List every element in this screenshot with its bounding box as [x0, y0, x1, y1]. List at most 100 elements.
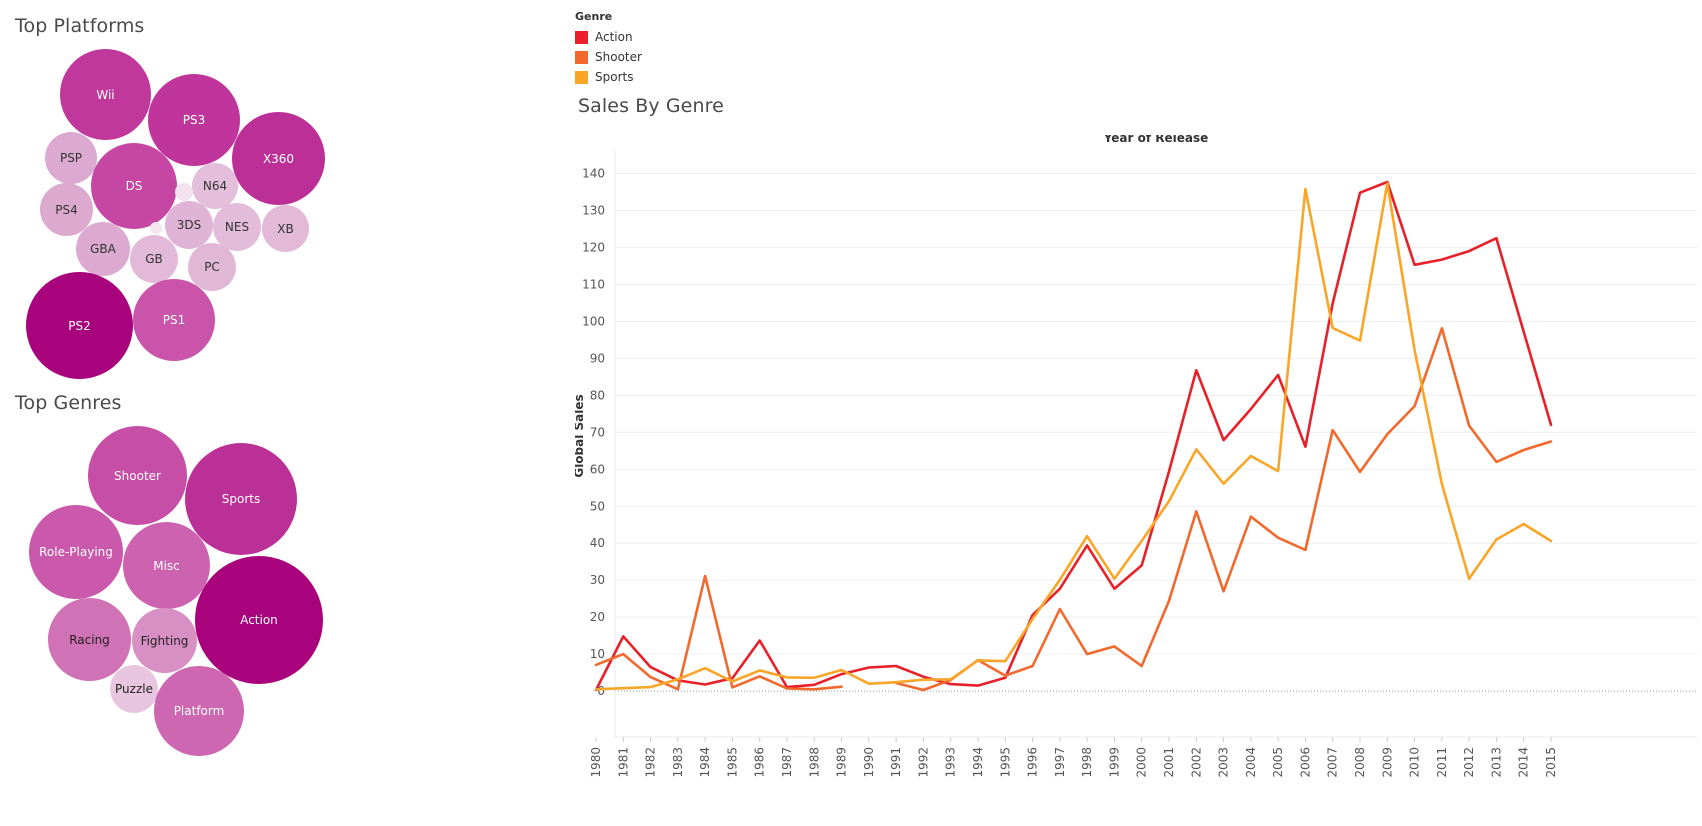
platform-bubble-x360[interactable]: X360 [232, 112, 325, 205]
platforms-bubble-chart: Wii PS3 X360 PSP DS N64 PS4 3DS NES XB G… [0, 0, 360, 390]
platform-bubble-minor [175, 183, 193, 201]
x-tick-label: 1980 [589, 747, 603, 778]
y-tick-label: 90 [590, 351, 605, 365]
y-tick-label: 20 [590, 610, 605, 624]
top-genres-title: Top Genres [15, 392, 122, 414]
chart-title: Sales By Genre [578, 95, 724, 117]
y-tick-label: 70 [590, 425, 605, 439]
y-tick-label: 10 [590, 647, 605, 661]
platform-bubble-3ds[interactable]: 3DS [165, 201, 213, 249]
platform-bubble-ps1[interactable]: PS1 [133, 279, 215, 361]
x-tick-label: 1981 [616, 747, 630, 778]
x-tick-label: 2002 [1189, 747, 1203, 778]
x-tick-label: 1994 [971, 747, 985, 778]
y-tick-label: 130 [582, 203, 605, 217]
platform-bubble-psp[interactable]: PSP [45, 132, 97, 184]
genre-bubble-platform[interactable]: Platform [154, 666, 244, 756]
x-tick-label: 1995 [998, 747, 1012, 778]
x-tick-label: 2008 [1353, 747, 1367, 778]
x-tick-label: 2009 [1380, 747, 1394, 778]
x-tick-label: 2011 [1435, 747, 1449, 778]
platform-bubble-gb[interactable]: GB [130, 235, 178, 283]
series-line-action[interactable] [594, 180, 1553, 692]
genre-bubble-fighting[interactable]: Fighting [132, 608, 197, 673]
x-tick-label: 1991 [889, 747, 903, 778]
legend-label-sports: Sports [595, 70, 634, 84]
x-tick-label: 1986 [753, 747, 767, 778]
legend-label-action: Action [595, 30, 633, 44]
x-tick-label: 2006 [1298, 747, 1312, 778]
platform-bubble-xb[interactable]: XB [262, 205, 309, 252]
x-tick-label: 1987 [780, 747, 794, 778]
x-tick-label: 1989 [835, 747, 849, 778]
series-line-shooter[interactable] [594, 574, 843, 691]
x-tick-label: 1990 [862, 747, 876, 778]
x-tick-label: 1983 [671, 747, 685, 778]
y-tick-label: 140 [582, 166, 605, 180]
platform-bubble-ps4[interactable]: PS4 [40, 183, 93, 236]
legend-item-shooter[interactable]: Shooter [575, 47, 642, 67]
genre-bubble-sports[interactable]: Sports [185, 443, 297, 555]
x-tick-label: 2007 [1326, 747, 1340, 778]
legend-title: Genre [575, 10, 613, 23]
platform-bubble-n64[interactable]: N64 [192, 163, 238, 209]
x-tick-label: 1999 [1107, 747, 1121, 778]
x-tick-label: 2001 [1162, 747, 1176, 778]
x-tick-label: 2000 [1135, 747, 1149, 778]
x-tick-label: 2010 [1408, 747, 1422, 778]
x-tick-label: 1998 [1080, 747, 1094, 778]
x-tick-label: 2004 [1244, 747, 1258, 778]
y-tick-label: 50 [590, 499, 605, 513]
genre-bubble-puzzle[interactable]: Puzzle [110, 665, 158, 713]
y-tick-label: 30 [590, 573, 605, 587]
platform-bubble-pc[interactable]: PC [188, 243, 236, 291]
x-tick-label: 1988 [807, 747, 821, 778]
x-tick-label: 2014 [1517, 747, 1531, 778]
x-tick-label: 2005 [1271, 747, 1285, 778]
genre-bubble-shooter[interactable]: Shooter [88, 426, 187, 525]
legend-swatch-sports [575, 70, 588, 84]
y-tick-label: 100 [582, 314, 605, 328]
x-tick-label: 2013 [1489, 747, 1503, 778]
x-tick-label: 1985 [725, 747, 739, 778]
genre-bubble-role-playing[interactable]: Role-Playing [29, 505, 123, 599]
genre-legend: Genre Action Shooter Sports [575, 10, 642, 87]
y-tick-label: 60 [590, 462, 605, 476]
x-tick-label: 2012 [1462, 747, 1476, 778]
platform-bubble-ps2[interactable]: PS2 [26, 272, 133, 379]
genre-bubble-misc[interactable]: Misc [123, 522, 210, 609]
legend-swatch-shooter [575, 50, 588, 64]
platform-bubble-minor [150, 222, 162, 234]
legend-item-sports[interactable]: Sports [575, 67, 642, 87]
platform-bubble-gba[interactable]: GBA [76, 222, 130, 276]
x-axis-label: Year of Release [1103, 135, 1209, 145]
y-axis-label: Global Sales [575, 394, 586, 477]
x-tick-label: 1997 [1053, 747, 1067, 778]
legend-item-action[interactable]: Action [575, 27, 642, 47]
chart-series-lines [594, 180, 1553, 692]
platform-bubble-nes[interactable]: NES [213, 203, 261, 251]
chart-grid [614, 150, 1697, 738]
x-tick-label: 2015 [1544, 747, 1558, 778]
series-line-sports[interactable] [594, 182, 1553, 691]
x-tick-label: 1992 [916, 747, 930, 778]
y-tick-label: 0 [597, 684, 605, 698]
genre-bubble-action[interactable]: Action [195, 556, 323, 684]
y-axis-ticks: 0 10 20 30 40 50 60 70 80 90 100 110 120 130 140 [582, 166, 605, 698]
legend-swatch-action [575, 30, 588, 44]
x-tick-label: 1996 [1026, 747, 1040, 778]
y-tick-label: 40 [590, 536, 605, 550]
genres-bubble-chart: Shooter Sports Role-Playing Misc Action … [0, 0, 360, 826]
platform-bubble-ds[interactable]: DS [91, 143, 177, 229]
series-line-shooter[interactable] [894, 327, 1553, 692]
x-tick-label: 2003 [1217, 747, 1231, 778]
x-tick-label: 1982 [644, 747, 658, 778]
platform-bubble-ps3[interactable]: PS3 [148, 74, 240, 166]
x-tick-label: 1984 [698, 747, 712, 778]
genre-bubble-racing[interactable]: Racing [48, 598, 131, 681]
y-tick-label: 110 [582, 277, 605, 291]
top-platforms-title: Top Platforms [15, 15, 145, 37]
x-tick-label: 1993 [944, 747, 958, 778]
platform-bubble-wii[interactable]: Wii [60, 49, 151, 140]
